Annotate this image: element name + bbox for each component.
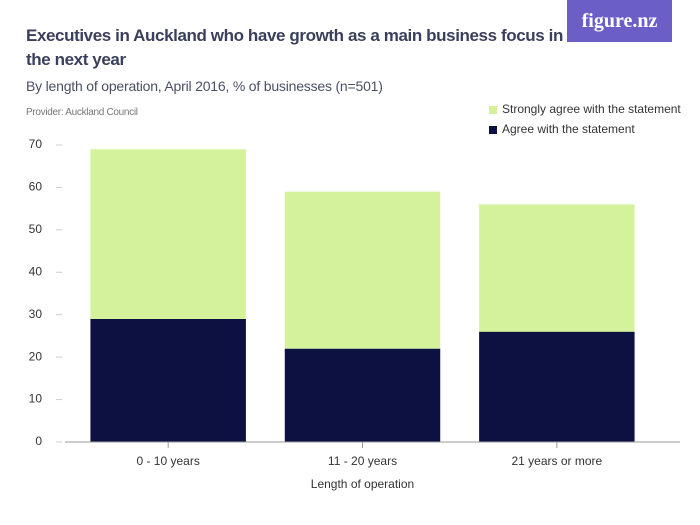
x-tick-label: 21 years or more: [511, 454, 602, 468]
logo: figure.nz: [567, 0, 672, 42]
y-tick-label: 60: [29, 180, 43, 194]
subtitle: By length of operation, April 2016, % of…: [26, 78, 383, 94]
bar-segment: [479, 204, 635, 332]
legend-swatch: [489, 126, 497, 134]
bar-segment: [284, 348, 441, 442]
y-tick-label: 30: [29, 307, 43, 321]
y-tick-label: 20: [29, 349, 43, 363]
y-tick-label: 0: [35, 434, 42, 448]
x-axis-label: Length of operation: [311, 477, 414, 491]
y-tick-label: 70: [29, 137, 43, 151]
chart-title: Executives in Auckland who have growth a…: [26, 26, 563, 69]
y-tick-label: 10: [29, 392, 43, 406]
bar-segment: [479, 331, 635, 442]
y-tick-label: 50: [29, 222, 43, 236]
y-tick-label: 40: [29, 264, 43, 278]
legend-label: Strongly agree with the statement: [502, 102, 681, 116]
x-tick-label: 0 - 10 years: [136, 454, 199, 468]
source: Provider: Auckland Council: [26, 107, 138, 118]
legend-swatch: [489, 106, 497, 114]
x-tick-label: 11 - 20 years: [328, 454, 397, 468]
legend-label: Agree with the statement: [502, 122, 635, 136]
bar-segment: [90, 149, 246, 319]
bar-segment: [284, 191, 441, 349]
bar-segment: [90, 318, 246, 442]
